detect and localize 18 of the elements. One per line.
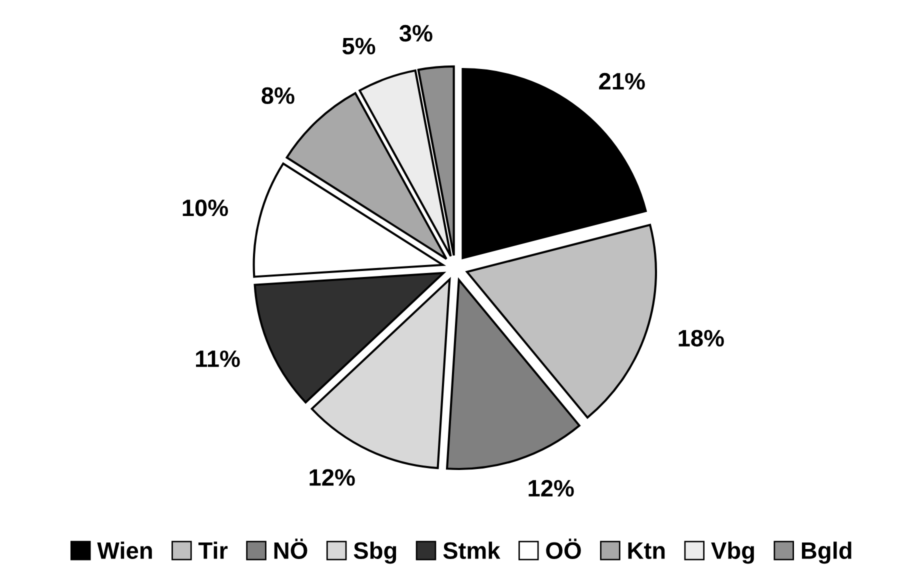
legend-label: Bgld [802, 542, 852, 564]
legend-label: Stmk [443, 542, 500, 559]
data-label: 12% [528, 480, 574, 497]
data-label: 18% [678, 330, 724, 347]
data-label: 12% [310, 469, 355, 486]
legend-label: NÖ [274, 538, 308, 559]
data-label: 11% [196, 350, 240, 368]
data-label: 5% [342, 38, 376, 54]
data-label: 3% [399, 24, 432, 42]
data-label: 8% [262, 87, 294, 104]
data-label: 21% [599, 72, 645, 90]
legend-label: Vbg [711, 542, 754, 564]
legend-label: OÖ [546, 538, 581, 559]
data-label: 10% [182, 199, 228, 216]
legend-label: Sbg [354, 542, 396, 564]
legend-label: Ktn [628, 542, 665, 559]
legend-label: Wien [97, 542, 152, 559]
legend-label: Tir [198, 542, 228, 559]
